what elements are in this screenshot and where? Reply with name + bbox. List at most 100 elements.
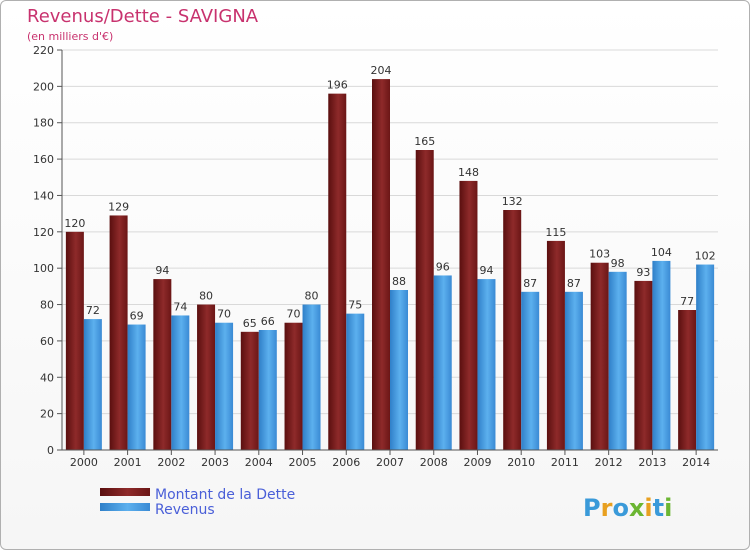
data-label: 75 [348, 299, 362, 312]
proxiti-logo: Proxiti [583, 494, 672, 522]
x-tick-label: 2007 [376, 456, 404, 469]
data-label: 120 [64, 217, 85, 230]
data-label: 103 [589, 248, 610, 261]
y-tick-label: 40 [40, 371, 54, 384]
data-label: 66 [261, 315, 275, 328]
data-label: 70 [217, 308, 231, 321]
y-tick-label: 60 [40, 335, 54, 348]
chart-title: Revenus/Dette - SAVIGNA [27, 6, 259, 27]
data-label: 94 [479, 264, 493, 277]
x-tick-label: 2012 [595, 456, 623, 469]
data-label: 204 [371, 64, 392, 77]
data-label: 87 [567, 277, 581, 290]
bar-debt [328, 93, 347, 451]
bar-debt [284, 322, 303, 450]
y-tick-label: 20 [40, 408, 54, 421]
data-label: 96 [436, 260, 450, 273]
x-tick-label: 2004 [245, 456, 273, 469]
bars [65, 79, 715, 451]
data-label: 65 [243, 317, 257, 330]
y-tick-label: 180 [33, 117, 54, 130]
data-label: 104 [651, 246, 672, 259]
x-tick-label: 2013 [638, 456, 666, 469]
y-tick-label: 220 [33, 44, 54, 57]
data-label: 94 [155, 264, 169, 277]
logo-letter: x [629, 494, 645, 522]
bar-revenus [433, 275, 452, 450]
legend: Montant de la Dette Revenus [100, 487, 295, 518]
data-label: 93 [636, 266, 650, 279]
data-label: 129 [108, 200, 129, 213]
data-label: 165 [414, 135, 435, 148]
bar-debt [240, 331, 259, 450]
legend-swatch-debt [100, 488, 150, 496]
data-label: 148 [458, 166, 479, 179]
data-label: 132 [502, 195, 523, 208]
bar-debt [372, 79, 390, 450]
bar-revenus [652, 260, 671, 450]
logo-letter: t [653, 494, 664, 522]
logo-letter: i [644, 494, 652, 522]
data-label: 77 [680, 295, 694, 308]
legend-swatch-revenus [100, 503, 150, 511]
x-tick-label: 2011 [551, 456, 579, 469]
data-label: 70 [287, 308, 301, 321]
bar-revenus [390, 290, 408, 450]
y-tick-label: 100 [33, 262, 54, 275]
chart-subtitle: (en milliers d'€) [27, 30, 113, 43]
y-tick-label: 140 [33, 189, 54, 202]
bar-debt [634, 280, 653, 450]
x-axis: 2000 2001 2002 2003 2004 2005 2006 2007 2008 2009… [62, 449, 718, 469]
y-tick-label: 120 [33, 226, 54, 239]
bar-revenus [302, 304, 321, 450]
x-tick-label: 2001 [114, 456, 142, 469]
x-tick-label: 2005 [289, 456, 317, 469]
bar-revenus [608, 271, 627, 450]
x-tick-label: 2008 [420, 456, 448, 469]
data-label: 87 [523, 277, 537, 290]
x-tick-label: 2009 [463, 456, 491, 469]
data-label: 74 [173, 300, 187, 313]
value-labels: 120 72 129 69 94 74 80 70 65 66 70 80 196 75 204 88 165 9… [64, 64, 715, 330]
logo-letter: P [583, 494, 601, 522]
bar-revenus [258, 330, 277, 450]
bar-revenus [215, 322, 234, 450]
bar-debt [546, 240, 565, 450]
bar-debt [197, 304, 216, 450]
bar-revenus [83, 319, 102, 450]
data-label: 115 [545, 226, 566, 239]
data-label: 88 [392, 275, 406, 288]
data-label: 102 [695, 250, 716, 263]
bar-debt [65, 231, 84, 450]
data-label: 69 [130, 310, 144, 323]
bar-revenus [477, 279, 496, 450]
x-tick-label: 2003 [201, 456, 229, 469]
bar-revenus [521, 291, 540, 450]
logo-letter: r [601, 494, 613, 522]
logo-text: Proxiti [583, 494, 672, 522]
bar-revenus [696, 264, 715, 450]
y-tick-label: 160 [33, 153, 54, 166]
y-tick-label: 0 [47, 444, 54, 457]
bar-debt [109, 215, 128, 450]
y-tick-label: 80 [40, 299, 54, 312]
bar-revenus [564, 291, 583, 450]
bar-revenus [346, 313, 365, 450]
data-label: 72 [86, 304, 100, 317]
x-tick-label: 2014 [682, 456, 710, 469]
bar-debt [459, 180, 478, 450]
bar-debt [415, 150, 434, 450]
data-label: 80 [199, 290, 213, 303]
logo-letter: o [612, 494, 629, 522]
data-label: 196 [327, 79, 348, 92]
bar-debt [590, 262, 609, 450]
bar-debt [503, 210, 522, 450]
data-label: 80 [305, 290, 319, 303]
logo-letter: i [664, 494, 672, 522]
bar-debt [153, 279, 172, 450]
x-tick-label: 2010 [507, 456, 535, 469]
x-tick-label: 2006 [332, 456, 360, 469]
x-tick-label: 2000 [70, 456, 98, 469]
legend-label-debt: Montant de la Dette [155, 487, 295, 503]
